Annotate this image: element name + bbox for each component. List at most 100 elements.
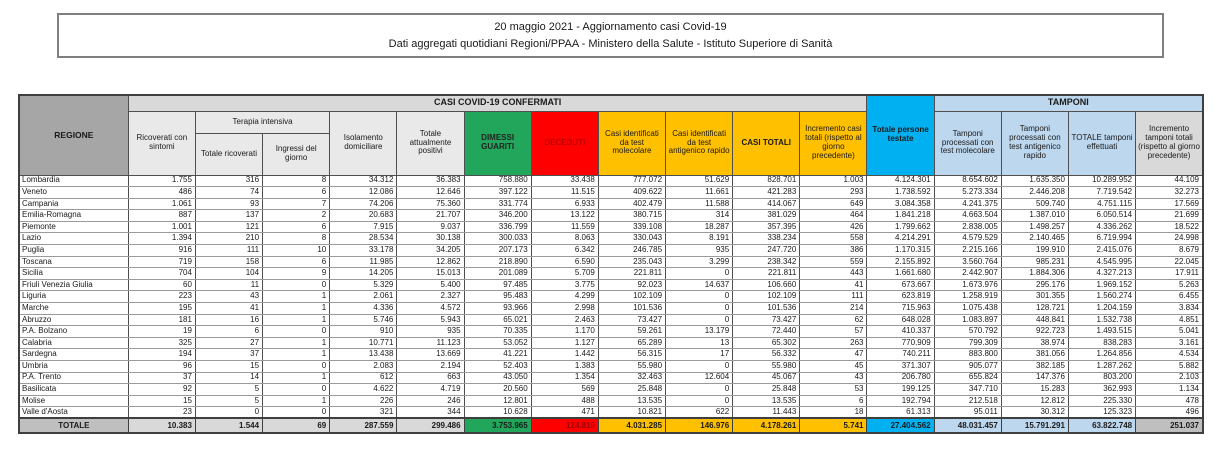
total-value-cell: 1.544 bbox=[194, 417, 264, 434]
tamponi-banner: TAMPONI bbox=[933, 94, 1204, 112]
value-cell: 38.974 bbox=[1000, 336, 1069, 350]
value-cell: 9.037 bbox=[396, 220, 465, 234]
value-cell: 6.590 bbox=[530, 255, 599, 269]
value-cell: 1.493.515 bbox=[1067, 325, 1137, 338]
value-cell: 4.751.115 bbox=[1067, 197, 1137, 211]
value-cell: 410.337 bbox=[866, 325, 935, 338]
value-cell: 381.056 bbox=[1000, 348, 1069, 361]
value-cell: 55.980 bbox=[597, 360, 667, 373]
value-cell: 194 bbox=[127, 348, 196, 361]
value-cell: 92 bbox=[127, 383, 196, 396]
value-cell: 570.792 bbox=[933, 325, 1002, 338]
value-cell: 347.710 bbox=[933, 383, 1002, 396]
value-cell: 206.780 bbox=[866, 371, 935, 385]
total-value-cell: 63.822.748 bbox=[1067, 417, 1137, 434]
value-cell: 36.383 bbox=[396, 174, 465, 188]
value-cell: 0 bbox=[194, 406, 264, 419]
value-cell: 386 bbox=[799, 244, 868, 257]
value-cell: 838.283 bbox=[1067, 336, 1137, 350]
value-cell: 8.654.602 bbox=[933, 174, 1002, 188]
value-cell: 1.673.976 bbox=[933, 278, 1002, 292]
value-cell: 758.880 bbox=[463, 174, 532, 188]
value-cell: 8 bbox=[262, 232, 331, 246]
value-cell: 4.241.375 bbox=[933, 197, 1002, 211]
value-cell: 147.376 bbox=[1000, 371, 1069, 385]
value-cell: 3.834 bbox=[1135, 302, 1204, 315]
value-cell: 6 bbox=[262, 186, 331, 199]
total-value-cell: 287.559 bbox=[329, 417, 398, 434]
value-cell: 2.194 bbox=[396, 360, 465, 373]
region-column-header: REGIONE bbox=[18, 94, 129, 176]
value-cell: 2.442.907 bbox=[933, 267, 1002, 280]
value-cell: 195 bbox=[127, 302, 196, 315]
value-cell: 486 bbox=[127, 186, 196, 199]
value-cell: 3.161 bbox=[1135, 336, 1204, 350]
value-cell: 43 bbox=[194, 290, 264, 304]
value-cell: 65.302 bbox=[732, 336, 801, 350]
value-cell: 10 bbox=[262, 244, 331, 257]
value-cell: 6 bbox=[194, 325, 264, 338]
value-cell: 5 bbox=[194, 394, 264, 408]
value-cell: 73.427 bbox=[732, 313, 801, 327]
value-cell: 371.307 bbox=[866, 360, 935, 373]
value-cell: 30.138 bbox=[396, 232, 465, 246]
table-row: Puglia 916 111 10 33.178 34.205 207.173 6.342 24… bbox=[18, 244, 1204, 257]
value-cell: 380.715 bbox=[597, 209, 667, 222]
table-row: Valle d'Aosta 23 0 0 321 344 10.628 471 10.821 62… bbox=[18, 406, 1204, 419]
value-cell: 1.083.897 bbox=[933, 313, 1002, 327]
value-cell: 910 bbox=[329, 325, 398, 338]
total-value-cell: 27.404.562 bbox=[866, 417, 935, 434]
value-cell: 1.061 bbox=[127, 197, 196, 211]
value-cell: 32.273 bbox=[1135, 186, 1204, 199]
value-cell: 32.463 bbox=[597, 371, 667, 385]
table-row: Umbria 96 15 0 2.083 2.194 52.403 1.383 55.980 0 5… bbox=[18, 360, 1204, 373]
value-cell: 13.122 bbox=[530, 209, 599, 222]
value-cell: 569 bbox=[530, 383, 599, 396]
value-cell: 74 bbox=[194, 186, 264, 199]
value-cell: 0 bbox=[665, 360, 734, 373]
value-cell: 5.709 bbox=[530, 267, 599, 280]
value-cell: 325 bbox=[127, 336, 196, 350]
value-cell: 44.109 bbox=[1135, 174, 1204, 188]
region-cell: Toscana bbox=[18, 255, 129, 269]
table-row: Friuli Venezia Giulia 60 11 0 5.329 5.400 97.4… bbox=[18, 278, 1204, 292]
value-cell: 887 bbox=[127, 209, 196, 222]
value-cell: 1.560.274 bbox=[1067, 290, 1137, 304]
value-cell: 247.720 bbox=[732, 244, 801, 257]
value-cell: 2.155.892 bbox=[866, 255, 935, 269]
table-row: Emilia-Romagna 887 137 2 20.683 21.707 346.200… bbox=[18, 209, 1204, 222]
value-cell: 74.206 bbox=[329, 197, 398, 211]
total-value-cell: 69 bbox=[262, 417, 331, 434]
value-cell: 0 bbox=[262, 325, 331, 338]
value-cell: 238.342 bbox=[732, 255, 801, 269]
value-cell: 11.515 bbox=[530, 186, 599, 199]
value-cell: 33.178 bbox=[329, 244, 398, 257]
value-cell: 1.884.306 bbox=[1000, 267, 1069, 280]
value-cell: 19 bbox=[127, 325, 196, 338]
table-row: Veneto 486 74 6 12.086 12.646 397.122 11.515 409… bbox=[18, 186, 1204, 199]
col-header-attualmente-positivi: Totale attualmente positivi bbox=[396, 110, 465, 176]
value-cell: 1 bbox=[262, 302, 331, 315]
value-cell: 4.851 bbox=[1135, 313, 1204, 327]
value-cell: 214 bbox=[799, 302, 868, 315]
value-cell: 121 bbox=[194, 220, 264, 234]
value-cell: 443 bbox=[799, 267, 868, 280]
value-cell: 719 bbox=[127, 255, 196, 269]
value-cell: 18.522 bbox=[1135, 220, 1204, 234]
col-header-incremento-tamponi: Incremento tamponi totali (rispetto al g… bbox=[1135, 110, 1204, 176]
col-header-tamponi-antigenico: Tamponi processati con test antigenico r… bbox=[1000, 110, 1069, 176]
value-cell: 5.329 bbox=[329, 278, 398, 292]
value-cell: 104 bbox=[194, 267, 264, 280]
table-row: Abruzzo 181 16 1 5.746 5.943 65.021 2.463 73.427… bbox=[18, 313, 1204, 327]
value-cell: 488 bbox=[530, 394, 599, 408]
value-cell: 11.588 bbox=[665, 197, 734, 211]
value-cell: 414.067 bbox=[732, 197, 801, 211]
table-foot: TOTALE 10.383 1.544 69 287.559 299.486 3.753.9… bbox=[18, 417, 1204, 434]
value-cell: 93 bbox=[194, 197, 264, 211]
value-cell: 1.799.662 bbox=[866, 220, 935, 234]
region-cell: Marche bbox=[18, 302, 129, 315]
value-cell: 316 bbox=[194, 174, 264, 188]
value-cell: 199.910 bbox=[1000, 244, 1069, 257]
value-cell: 201.089 bbox=[463, 267, 532, 280]
value-cell: 55.980 bbox=[732, 360, 801, 373]
